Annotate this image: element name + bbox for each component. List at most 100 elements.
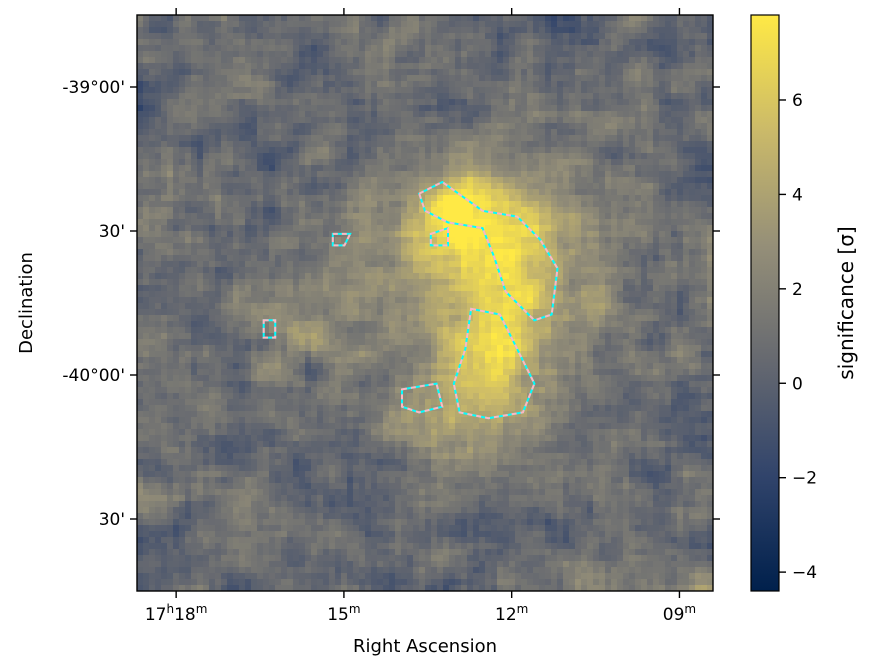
heatmap-cell	[431, 279, 438, 286]
heatmap-cell	[383, 225, 390, 232]
heatmap-cell	[137, 177, 144, 184]
heatmap-cell	[425, 99, 432, 106]
heatmap-cell	[449, 249, 456, 256]
heatmap-cell	[527, 219, 534, 226]
heatmap-cell	[305, 165, 312, 172]
heatmap-cell	[287, 285, 294, 292]
heatmap-cell	[353, 21, 360, 28]
heatmap-cell	[149, 129, 156, 136]
heatmap-cell	[689, 135, 696, 142]
heatmap-cell	[677, 171, 684, 178]
heatmap-cell	[689, 315, 696, 322]
heatmap-cell	[401, 165, 408, 172]
heatmap-cell	[641, 285, 648, 292]
heatmap-cell	[317, 291, 324, 298]
heatmap-cell	[503, 261, 510, 268]
heatmap-cell	[173, 45, 180, 52]
heatmap-cell	[335, 117, 342, 124]
heatmap-cell	[491, 27, 498, 34]
heatmap-cell	[707, 57, 713, 64]
heatmap-cell	[581, 141, 588, 148]
heatmap-cell	[341, 45, 348, 52]
heatmap-cell	[215, 267, 222, 274]
heatmap-cell	[365, 255, 372, 262]
heatmap-cell	[329, 303, 336, 310]
heatmap-cell	[275, 27, 282, 34]
heatmap-cell	[353, 237, 360, 244]
heatmap-cell	[137, 99, 144, 106]
heatmap-cell	[485, 105, 492, 112]
heatmap-cell	[599, 159, 606, 166]
heatmap-cell	[281, 183, 288, 190]
heatmap-cell	[425, 33, 432, 40]
heatmap-cell	[425, 255, 432, 262]
heatmap-cell	[191, 93, 198, 100]
heatmap-cell	[449, 171, 456, 178]
heatmap-cell	[671, 81, 678, 88]
heatmap-cell	[617, 75, 624, 82]
heatmap-cell	[311, 291, 318, 298]
heatmap-cell	[233, 201, 240, 208]
heatmap-cell	[461, 243, 468, 250]
heatmap-cell	[695, 297, 702, 304]
heatmap-cell	[611, 69, 618, 76]
heatmap-cell	[347, 279, 354, 286]
heatmap-cell	[347, 87, 354, 94]
heatmap-cell	[251, 255, 258, 262]
heatmap-cell	[407, 189, 414, 196]
heatmap-cell	[407, 303, 414, 310]
heatmap-cell	[707, 261, 713, 268]
heatmap-cell	[635, 45, 642, 52]
heatmap-cell	[197, 255, 204, 262]
heatmap-cell	[431, 153, 438, 160]
heatmap-cell	[569, 201, 576, 208]
heatmap-cell	[449, 45, 456, 52]
heatmap-cell	[389, 111, 396, 118]
heatmap-cell	[497, 135, 504, 142]
heatmap-cell	[647, 225, 654, 232]
heatmap-cell	[623, 117, 630, 124]
heatmap-cell	[695, 87, 702, 94]
heatmap-cell	[371, 117, 378, 124]
heatmap-cell	[323, 297, 330, 304]
heatmap-cell	[245, 273, 252, 280]
heatmap-cell	[191, 27, 198, 34]
heatmap-cell	[551, 111, 558, 118]
heatmap-cell	[689, 285, 696, 292]
heatmap-cell	[335, 213, 342, 220]
heatmap-cell	[155, 33, 162, 40]
heatmap-cell	[389, 243, 396, 250]
heatmap-cell	[635, 147, 642, 154]
heatmap-cell	[545, 177, 552, 184]
heatmap-cell	[467, 171, 474, 178]
heatmap-cell	[209, 69, 216, 76]
heatmap-cell	[179, 57, 186, 64]
heatmap-cell	[389, 213, 396, 220]
heatmap-cell	[311, 267, 318, 274]
heatmap-cell	[209, 315, 216, 322]
heatmap-cell	[473, 39, 480, 46]
heatmap-cell	[275, 171, 282, 178]
heatmap-cell	[641, 159, 648, 166]
heatmap-cell	[443, 285, 450, 292]
heatmap-cell	[407, 63, 414, 70]
heatmap-cell	[641, 27, 648, 34]
heatmap-cell	[365, 99, 372, 106]
heatmap-cell	[293, 93, 300, 100]
heatmap-cell	[137, 57, 144, 64]
heatmap-cell	[179, 33, 186, 40]
heatmap-cell	[293, 309, 300, 316]
heatmap-cell	[251, 207, 258, 214]
heatmap-cell	[653, 267, 660, 274]
heatmap-cell	[365, 81, 372, 88]
heatmap-cell	[371, 177, 378, 184]
heatmap-cell	[245, 171, 252, 178]
heatmap-cell	[359, 159, 366, 166]
heatmap-cell	[701, 279, 708, 286]
heatmap-cell	[635, 321, 642, 328]
heatmap-cell	[407, 213, 414, 220]
heatmap-cell	[707, 69, 713, 76]
heatmap-cell	[341, 273, 348, 280]
heatmap-cell	[215, 285, 222, 292]
heatmap-cell	[191, 267, 198, 274]
